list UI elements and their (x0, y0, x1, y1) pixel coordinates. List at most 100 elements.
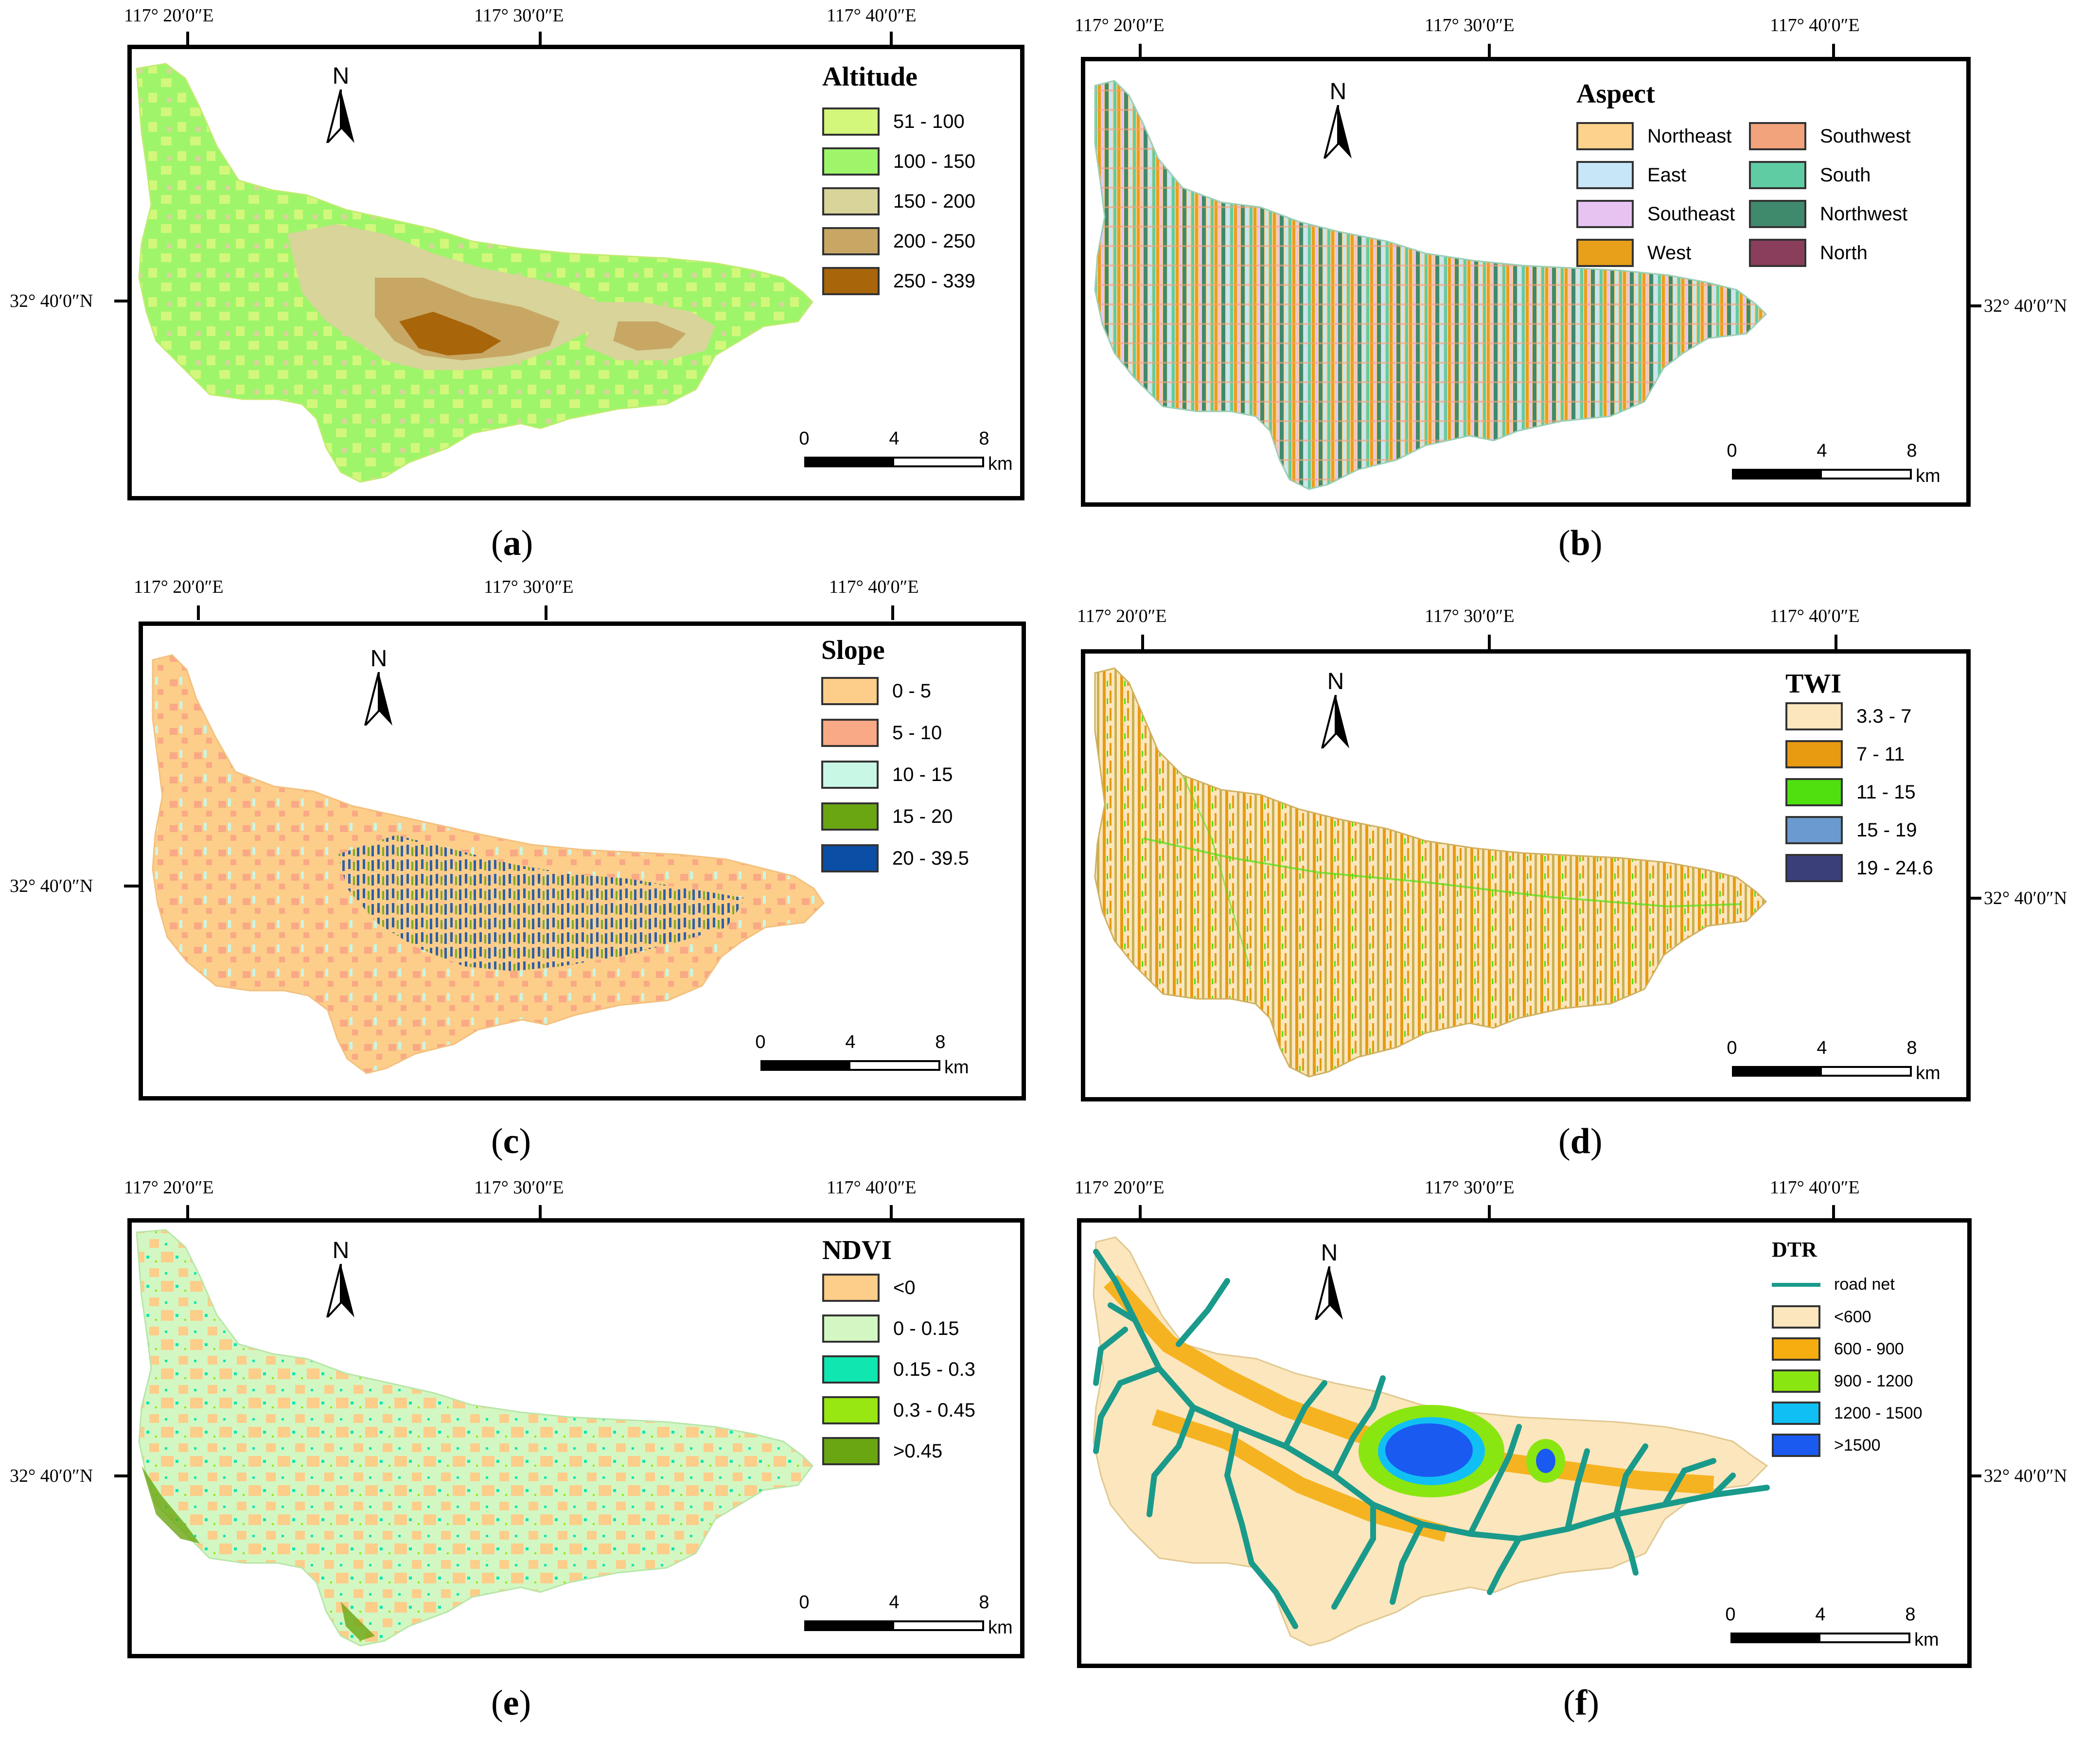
lon-label: 117° 30′0″E (474, 1177, 564, 1198)
legend-item: Southeast (1576, 200, 1735, 228)
legend-swatch (822, 227, 880, 255)
lon-label: 117° 40′0″E (829, 577, 919, 597)
scale-unit: km (944, 1057, 969, 1078)
scale-label: 8 (979, 1592, 989, 1613)
scale-bar: 0 4 8 km (799, 428, 1012, 477)
study-area-map (1093, 1236, 1770, 1647)
legend-swatch (1772, 1305, 1820, 1329)
legend-item: 0 - 5 (821, 677, 931, 705)
legend-label: 0.3 - 0.45 (893, 1399, 976, 1421)
legend-item: 250 - 339 (822, 267, 975, 295)
north-label: N (332, 1238, 350, 1263)
panel-caption: (a) (491, 523, 533, 563)
legend-item: 900 - 1200 (1772, 1369, 1913, 1393)
legend-swatch (821, 844, 879, 872)
map-frame: N DTR road net <600 600 - 900 900 - 1200 12… (1077, 1218, 1972, 1668)
map-frame: N Altitude 51 - 100 100 - 150 150 - 200 200… (127, 45, 1024, 500)
legend-swatch (1772, 1402, 1820, 1425)
scale-unit: km (1916, 1063, 1941, 1083)
legend-title: NDVI (822, 1235, 892, 1265)
legend-swatch (822, 107, 880, 136)
study-area-map (152, 654, 825, 1074)
legend-label: West (1647, 242, 1692, 264)
legend-item: 100 - 150 (822, 147, 975, 176)
legend-item: 15 - 19 (1785, 816, 1917, 844)
lon-label: 117° 20′0″E (124, 1177, 214, 1198)
legend-item-road-net: road net (1772, 1275, 1895, 1294)
lon-label: 117° 40′0″E (1770, 1177, 1860, 1198)
legend-label: 1200 - 1500 (1834, 1403, 1923, 1422)
study-area-map (1094, 667, 1767, 1078)
map-frame: N NDVI <0 0 - 0.15 0.15 - 0.3 0.3 - 0.45 >0.… (127, 1218, 1024, 1658)
legend-label: Northeast (1647, 125, 1732, 147)
scale-label: 4 (1817, 1038, 1827, 1058)
legend-item: >0.45 (822, 1437, 942, 1465)
scale-bar: 0 4 8 km (1727, 441, 1940, 489)
lon-label: 117° 20′0″E (1075, 1177, 1165, 1198)
legend-swatch (1749, 122, 1806, 150)
legend-swatch (1772, 1337, 1820, 1361)
legend-label: North (1820, 242, 1868, 264)
scale-label: 4 (1817, 441, 1827, 461)
north-arrow: N (1316, 78, 1360, 159)
legend-label: 15 - 20 (892, 805, 953, 827)
north-label: N (332, 63, 350, 89)
lon-label: 117° 20′0″E (134, 577, 224, 597)
panel-caption: (f) (1563, 1683, 1599, 1723)
lat-label: 32° 40′0″N (10, 1466, 93, 1486)
legend-item: >1500 (1772, 1434, 1881, 1457)
legend-item: 5 - 10 (821, 719, 942, 747)
legend-label: 51 - 100 (893, 110, 965, 132)
legend-item: 11 - 15 (1785, 778, 1916, 806)
legend-item: North (1749, 239, 1868, 267)
scale-label: 0 (1725, 1604, 1736, 1625)
scale-label: 8 (935, 1032, 946, 1052)
north-arrow: N (319, 63, 363, 143)
scale-label: 8 (1905, 1604, 1916, 1625)
legend-label: 0.15 - 0.3 (893, 1358, 976, 1380)
legend-title: Altitude (822, 62, 918, 92)
legend-swatch (1749, 200, 1806, 228)
legend-label: Southwest (1820, 125, 1911, 147)
scale-label: 0 (1727, 1038, 1737, 1058)
scale-bar: 0 4 8 km (799, 1592, 1012, 1641)
north-arrow: N (319, 1237, 363, 1317)
north-label: N (1329, 79, 1347, 105)
legend-swatch (1576, 161, 1634, 189)
panel-caption: (d) (1558, 1121, 1603, 1161)
lat-label: 32° 40′0″N (1984, 888, 2067, 908)
legend-swatch (822, 1396, 880, 1424)
legend-swatch (1772, 1369, 1820, 1393)
legend-swatch (1576, 239, 1634, 267)
legend-label: East (1647, 164, 1687, 186)
legend-label: 100 - 150 (893, 150, 976, 172)
scale-label: 4 (889, 1592, 900, 1613)
legend-swatch (822, 1314, 880, 1343)
legend-item: 200 - 250 (822, 227, 975, 255)
legend-label: <0 (893, 1277, 916, 1298)
lon-label: 117° 30′0″E (1425, 606, 1515, 626)
legend-item: South (1749, 161, 1871, 189)
legend-label: 600 - 900 (1834, 1339, 1904, 1358)
legend-label: 200 - 250 (893, 230, 976, 252)
study-area-map (136, 1229, 813, 1647)
lat-label: 32° 40′0″N (10, 291, 93, 311)
legend-label: 150 - 200 (893, 190, 976, 212)
scale-bar: 0 4 8 km (1725, 1604, 1939, 1653)
legend-label: Southeast (1647, 203, 1735, 225)
legend-label: 250 - 339 (893, 270, 976, 292)
lon-label: 117° 30′0″E (484, 577, 574, 597)
scale-label: 8 (1906, 1038, 1917, 1058)
legend-item: 19 - 24.6 (1785, 854, 1933, 882)
legend-swatch (822, 147, 880, 176)
legend-swatch (821, 677, 879, 705)
legend-swatch (1576, 122, 1634, 150)
study-area-map (136, 63, 813, 483)
lon-label: 117° 30′0″E (1425, 1177, 1515, 1198)
north-arrow: N (357, 645, 401, 726)
legend-label: >1500 (1834, 1436, 1881, 1455)
legend-swatch (822, 1437, 880, 1465)
legend-title: Slope (821, 635, 885, 665)
road-line-swatch (1772, 1282, 1820, 1287)
legend-title: DTR (1772, 1238, 1817, 1261)
